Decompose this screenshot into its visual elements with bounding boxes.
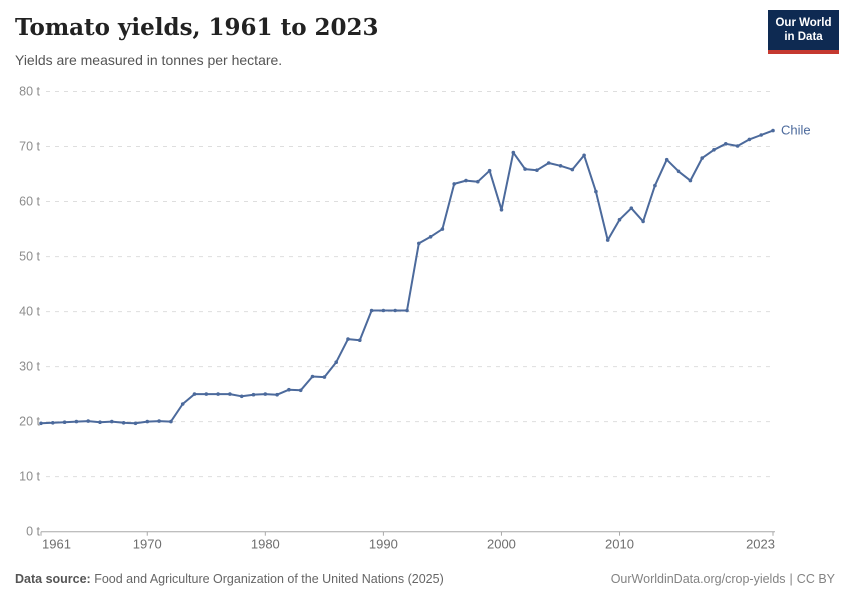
data-point-marker[interactable] xyxy=(39,421,43,426)
data-point-marker[interactable] xyxy=(724,142,728,146)
data-point-marker[interactable] xyxy=(322,375,327,379)
data-point-marker[interactable] xyxy=(428,235,433,239)
data-point-marker[interactable] xyxy=(405,308,409,313)
data-point-marker[interactable] xyxy=(712,148,716,152)
x-axis-tick-label: 1990 xyxy=(369,537,398,552)
data-point-marker[interactable] xyxy=(358,338,362,342)
y-axis-tick-label: 50 t xyxy=(19,250,40,264)
data-point-marker[interactable] xyxy=(570,167,575,172)
data-point-marker[interactable] xyxy=(275,392,279,397)
chart-footer: Data source: Food and Agriculture Organi… xyxy=(15,571,835,587)
license-link[interactable]: CC BY xyxy=(796,571,835,586)
data-point-marker[interactable] xyxy=(558,164,563,168)
line-chart-canvas[interactable]: 0 t 10 t 20 t 30 t 40 t 50 t 60 t 70 t 80 t 1961 1… xyxy=(0,84,850,562)
data-point-marker[interactable] xyxy=(204,392,209,396)
data-point-marker[interactable] xyxy=(771,128,775,133)
data-point-marker[interactable] xyxy=(310,374,315,379)
data-point-marker[interactable] xyxy=(157,419,161,423)
y-axis-tick-label: 30 t xyxy=(19,360,40,374)
y-axis-tick-label: 0 t xyxy=(26,525,40,539)
data-point-marker[interactable] xyxy=(499,208,504,212)
x-axis-tick-label: 2010 xyxy=(605,537,634,552)
chart-header: Tomato yields, 1961 to 2023 Yields are m… xyxy=(15,14,760,69)
y-axis-tick-label: 10 t xyxy=(19,470,40,484)
data-point-marker[interactable] xyxy=(133,421,138,426)
data-source-label: Data source: xyxy=(15,571,91,586)
data-point-marker[interactable] xyxy=(98,420,102,425)
data-source-text: Food and Agriculture Organization of the… xyxy=(94,571,444,586)
data-point-marker[interactable] xyxy=(298,388,303,393)
data-point-marker[interactable] xyxy=(121,421,126,425)
data-point-marker[interactable] xyxy=(346,337,350,341)
data-point-marker[interactable] xyxy=(62,420,67,425)
chart-title: Tomato yields, 1961 to 2023 xyxy=(15,14,379,41)
owid-logo-line1: Our World xyxy=(775,17,832,29)
data-point-marker[interactable] xyxy=(263,392,268,396)
data-point-marker[interactable] xyxy=(452,182,457,186)
data-point-marker[interactable] xyxy=(535,168,539,172)
data-point-marker[interactable] xyxy=(86,419,90,423)
data-point-marker[interactable] xyxy=(735,144,740,148)
footer-separator: | xyxy=(789,571,793,586)
data-point-marker[interactable] xyxy=(180,402,185,406)
data-point-marker[interactable] xyxy=(239,394,244,399)
data-point-marker[interactable] xyxy=(641,219,645,224)
owid-url-link[interactable]: OurWorldinData.org/crop-yields xyxy=(610,571,786,586)
data-point-marker[interactable] xyxy=(192,392,197,396)
data-point-marker[interactable] xyxy=(747,137,752,142)
series-line-chile[interactable] xyxy=(40,129,774,425)
data-point-marker[interactable] xyxy=(369,308,374,313)
data-point-marker[interactable] xyxy=(228,392,232,396)
y-axis-tick-label: 70 t xyxy=(19,140,40,154)
data-point-marker[interactable] xyxy=(664,157,669,162)
y-axis-tick-label: 80 t xyxy=(19,85,40,99)
owid-logo-line2: in Data xyxy=(784,31,823,44)
data-point-marker[interactable] xyxy=(605,238,610,242)
owid-logo[interactable]: Our World in Data xyxy=(768,10,839,54)
data-point-marker[interactable] xyxy=(546,161,551,165)
data-point-marker[interactable] xyxy=(381,308,386,313)
x-axis-tick-label: 1961 xyxy=(42,537,71,552)
data-point-marker[interactable] xyxy=(676,169,681,174)
data-point-marker[interactable] xyxy=(511,150,516,155)
data-point-marker[interactable] xyxy=(334,360,339,365)
footer-links: OurWorldinData.org/crop-yields | CC BY xyxy=(611,571,835,587)
data-point-marker[interactable] xyxy=(440,227,445,231)
x-axis-tick-label: 1980 xyxy=(251,537,280,552)
data-point-marker[interactable] xyxy=(653,183,657,188)
data-point-marker[interactable] xyxy=(417,241,421,246)
data-point-marker[interactable] xyxy=(487,168,492,173)
data-point-marker[interactable] xyxy=(169,419,173,424)
data-point-marker[interactable] xyxy=(216,392,220,396)
data-point-marker[interactable] xyxy=(582,153,586,158)
data-point-marker[interactable] xyxy=(251,392,256,397)
data-point-marker[interactable] xyxy=(617,217,622,222)
data-point-marker[interactable] xyxy=(476,179,480,184)
data-point-marker[interactable] xyxy=(287,387,291,392)
data-point-marker[interactable] xyxy=(110,419,114,424)
data-point-marker[interactable] xyxy=(523,167,527,171)
data-point-marker[interactable] xyxy=(393,308,398,313)
x-axis-tick-label: 2023 xyxy=(746,537,775,552)
data-point-marker[interactable] xyxy=(51,421,55,425)
data-source-note: Data source: Food and Agriculture Organi… xyxy=(15,571,444,587)
data-point-marker[interactable] xyxy=(759,133,763,137)
data-point-marker[interactable] xyxy=(688,178,693,183)
data-point-marker[interactable] xyxy=(74,419,79,424)
y-axis-tick-label: 20 t xyxy=(19,415,40,429)
data-point-marker[interactable] xyxy=(700,156,704,160)
y-axis-tick-label: 40 t xyxy=(19,305,40,319)
data-point-marker[interactable] xyxy=(629,206,634,210)
x-axis-tick-label: 2000 xyxy=(487,537,516,552)
data-point-marker[interactable] xyxy=(464,178,468,183)
x-axis-tick-label: 1970 xyxy=(133,537,162,552)
data-point-marker[interactable] xyxy=(145,419,150,424)
y-axis-tick-label: 60 t xyxy=(19,195,40,209)
data-point-marker[interactable] xyxy=(594,189,598,194)
chart-subtitle: Yields are measured in tonnes per hectar… xyxy=(15,51,283,68)
series-label-chile[interactable]: Chile xyxy=(781,123,811,138)
